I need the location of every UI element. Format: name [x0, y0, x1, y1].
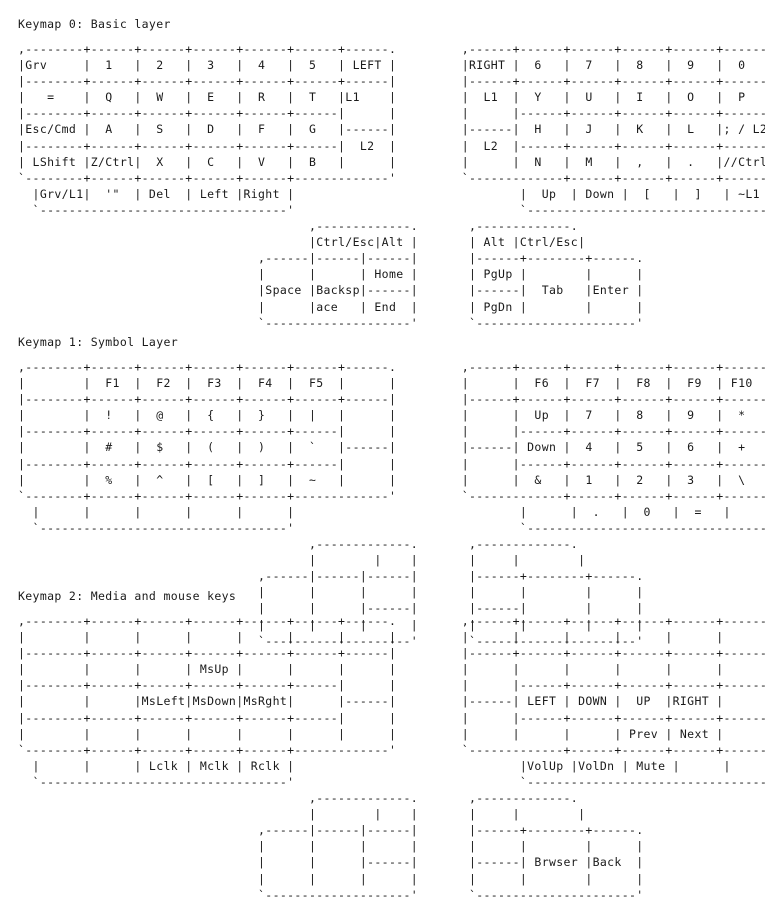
spacer: [0, 350, 765, 359]
keymap-1-block: Keymap 1: Symbol Layer ,--------+------+…: [0, 334, 765, 649]
keymap-0-title: Keymap 0: Basic layer: [18, 17, 171, 31]
keymap-2-block: Keymap 2: Media and mouse keys ,--------…: [0, 588, 765, 903]
keymap-2-ascii: ,--------+------+------+------+------+--…: [18, 614, 765, 902]
keymap-0-ascii: ,--------+------+------+------+------+--…: [18, 42, 765, 330]
spacer: [0, 32, 765, 41]
spacer: [0, 604, 765, 613]
keymap-1-ascii: ,--------+------+------+------+------+--…: [18, 360, 765, 648]
keymap-2-title: Keymap 2: Media and mouse keys: [18, 589, 237, 603]
keymap-1-title: Keymap 1: Symbol Layer: [18, 335, 179, 349]
ascii-keymap-document: Keymap 0: Basic layer ,--------+------+-…: [0, 16, 765, 902]
keymap-0-block: Keymap 0: Basic layer ,--------+------+-…: [0, 16, 765, 331]
